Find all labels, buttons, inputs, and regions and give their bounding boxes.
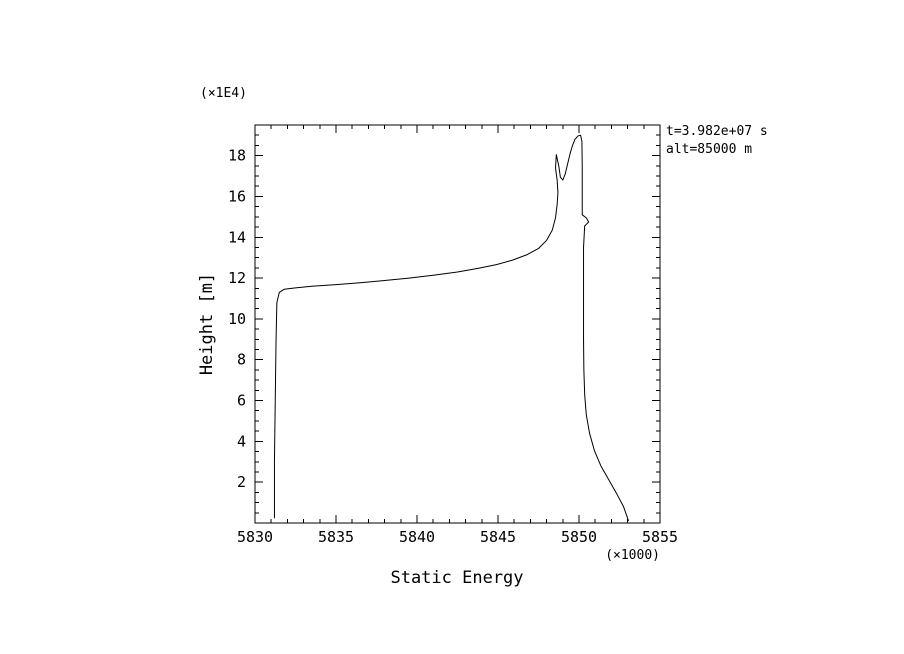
y-tick-label: 8 bbox=[237, 351, 246, 369]
x-tick-label: 5840 bbox=[399, 528, 435, 546]
annotation-time: t=3.982e+07 s bbox=[666, 124, 768, 139]
annotation-altitude: alt=85000 m bbox=[666, 142, 753, 157]
y-tick-label: 12 bbox=[228, 269, 246, 287]
x-axis-title: Static Energy bbox=[390, 568, 524, 588]
y-tick-label: 14 bbox=[228, 228, 246, 246]
data-curve-static-energy-profile bbox=[273, 134, 629, 522]
x-tick-label: 5830 bbox=[237, 528, 273, 546]
y-tick-label: 6 bbox=[237, 392, 246, 410]
x-tick-label: 5845 bbox=[480, 528, 516, 546]
y-axis-exponent-label: (×1E4) bbox=[200, 86, 247, 101]
x-axis-exponent-label: (×1000) bbox=[605, 548, 660, 563]
y-tick-label: 16 bbox=[228, 187, 246, 205]
x-tick-label: 5855 bbox=[642, 528, 678, 546]
y-tick-label: 10 bbox=[228, 310, 246, 328]
y-axis-title: Height [m] bbox=[197, 272, 217, 376]
y-tick-label: 18 bbox=[228, 147, 246, 165]
y-tick-label: 2 bbox=[237, 473, 246, 491]
x-tick-label: 5835 bbox=[318, 528, 354, 546]
axis-frame bbox=[254, 124, 661, 524]
x-tick-label: 5850 bbox=[561, 528, 597, 546]
y-tick-label: 4 bbox=[237, 432, 246, 450]
